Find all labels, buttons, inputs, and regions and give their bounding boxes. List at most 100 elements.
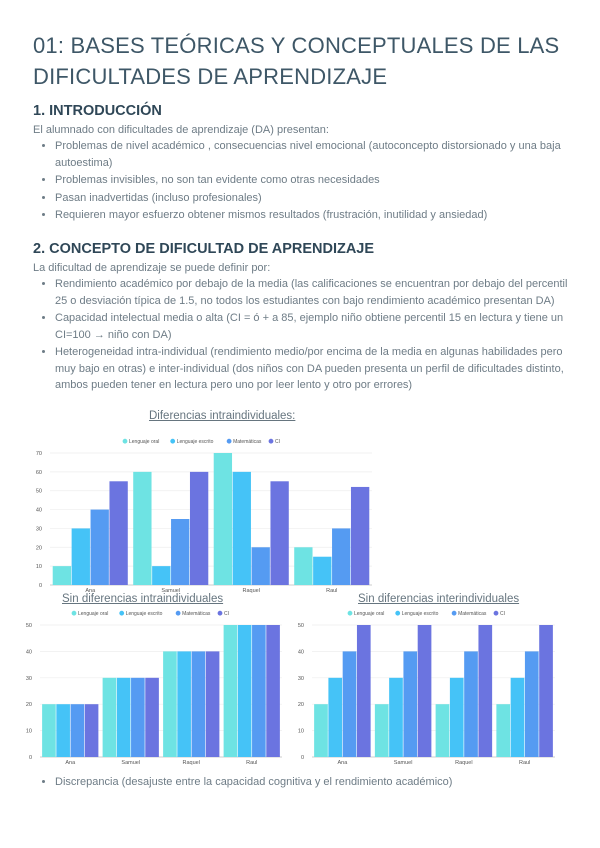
bar-raul-3 [539, 625, 553, 757]
bar-samuel-1 [116, 677, 131, 757]
bar-samuel-1 [152, 566, 171, 585]
bar-samuel-3 [189, 471, 209, 585]
bar-raquel-0 [435, 704, 450, 757]
bar-raul-3 [266, 625, 280, 757]
x-tick-label: Ana [337, 760, 348, 766]
legend-label: Lenguaje oral [129, 439, 159, 445]
x-tick-label: Samuel [121, 760, 140, 766]
y-tick-label: 10 [298, 729, 304, 735]
bar-ana-1 [71, 528, 90, 585]
y-tick-label: 20 [36, 545, 42, 551]
y-tick-label: 60 [36, 470, 42, 476]
x-tick-label: Raquel [243, 588, 260, 594]
legend-swatch [175, 610, 181, 616]
x-tick-label: Raquel [455, 760, 472, 766]
bar-raul-1 [313, 556, 332, 585]
section-1-heading: 1. INTRODUCCIÓN [33, 103, 162, 119]
legend-swatch [347, 610, 353, 616]
y-tick-label: 50 [298, 623, 304, 629]
section-2-list-continued: Discrepancia (desajuste entre la capacid… [33, 774, 580, 792]
list-item: Problemas de nivel académico , consecuen… [55, 138, 580, 171]
legend-swatch [268, 438, 274, 444]
bar-raquel-3 [270, 481, 289, 585]
bar-raquel-2 [464, 651, 478, 757]
page-title: 01: BASES TEÓRICAS Y CONCEPTUALES DE LAS… [33, 33, 560, 89]
bar-samuel-0 [374, 704, 389, 757]
legend-label: Lenguaje escrito [126, 611, 163, 617]
legend-label: Matemáticas [233, 439, 262, 445]
section-2-list: Rendimiento académico por debajo de la m… [33, 276, 580, 395]
bar-samuel-1 [389, 677, 403, 757]
list-item: Heterogeneidad intra-individual (rendimi… [55, 344, 580, 394]
list-item: Rendimiento académico por debajo de la m… [55, 276, 580, 309]
legend-swatch [217, 610, 223, 616]
chart-3-title: Sin diferencias interindividuales [358, 593, 520, 605]
y-tick-label: 20 [298, 702, 304, 708]
y-tick-label: 70 [36, 451, 42, 457]
x-tick-label: Ana [85, 588, 96, 594]
bar-raul-1 [237, 625, 252, 757]
bar-ana-3 [356, 625, 371, 757]
bar-raul-2 [524, 651, 539, 757]
y-tick-label: 20 [26, 702, 32, 708]
legend-label: Lenguaje oral [354, 611, 384, 617]
list-item: Capacidad intelectual media o alta (CI =… [55, 310, 580, 343]
x-tick-label: Raul [246, 760, 257, 766]
legend-label: CI [275, 439, 280, 445]
bar-raul-3 [350, 486, 370, 585]
bar-ana-1 [56, 704, 70, 757]
section-1-list: Problemas de nivel académico , consecuen… [33, 138, 580, 225]
bar-raquel-3 [478, 625, 493, 757]
y-tick-label: 0 [301, 755, 304, 761]
legend-label: CI [500, 611, 505, 617]
legend-label: Lenguaje escrito [402, 611, 439, 617]
bar-samuel-3 [145, 677, 159, 757]
legend-swatch [71, 610, 77, 616]
bar-samuel-2 [403, 651, 418, 757]
list-item: Discrepancia (desajuste entre la capacid… [55, 774, 580, 791]
bar-ana-0 [314, 704, 328, 757]
section-2-intro: La dificultad de aprendizaje se puede de… [33, 262, 271, 274]
bar-samuel-2 [131, 677, 145, 757]
bar-raul-2 [332, 528, 351, 585]
bar-raul-0 [223, 625, 238, 757]
chart-2-title: Sin diferencias intraindividuales [62, 593, 224, 605]
y-tick-label: 10 [36, 564, 42, 570]
section-2-heading: 2. CONCEPTO DE DIFICULTAD DE APRENDIZAJE [33, 241, 375, 257]
y-tick-label: 0 [29, 755, 32, 761]
bar-ana-3 [84, 704, 99, 757]
bar-ana-2 [90, 509, 109, 585]
y-tick-label: 40 [26, 649, 32, 655]
bar-ana-3 [109, 481, 128, 585]
legend-label: Lenguaje oral [78, 611, 108, 617]
y-tick-label: 30 [36, 526, 42, 532]
bar-ana-1 [328, 677, 343, 757]
section-1-intro: El alumnado con dificultades de aprendiz… [33, 124, 329, 136]
legend-swatch [493, 610, 499, 616]
bar-raquel-2 [251, 547, 270, 585]
bar-raquel-3 [205, 651, 220, 757]
x-tick-label: Samuel [161, 588, 180, 594]
y-tick-label: 50 [36, 489, 42, 495]
bar-raquel-1 [177, 651, 191, 757]
x-tick-label: Raquel [183, 760, 200, 766]
y-tick-label: 50 [26, 623, 32, 629]
x-tick-label: Raul [519, 760, 530, 766]
bar-ana-0 [42, 704, 56, 757]
legend-label: Lenguaje escrito [177, 439, 214, 445]
y-tick-label: 30 [26, 676, 32, 682]
y-tick-label: 30 [298, 676, 304, 682]
legend-swatch [451, 610, 457, 616]
legend-swatch [119, 610, 125, 616]
legend-swatch [170, 438, 176, 444]
bar-raul-2 [252, 625, 266, 757]
legend-swatch [226, 438, 232, 444]
bar-raquel-2 [191, 651, 206, 757]
bar-samuel-2 [171, 519, 190, 585]
bar-ana-2 [342, 651, 357, 757]
legend-swatch [395, 610, 401, 616]
y-tick-label: 10 [26, 729, 32, 735]
bar-raul-0 [294, 547, 313, 585]
